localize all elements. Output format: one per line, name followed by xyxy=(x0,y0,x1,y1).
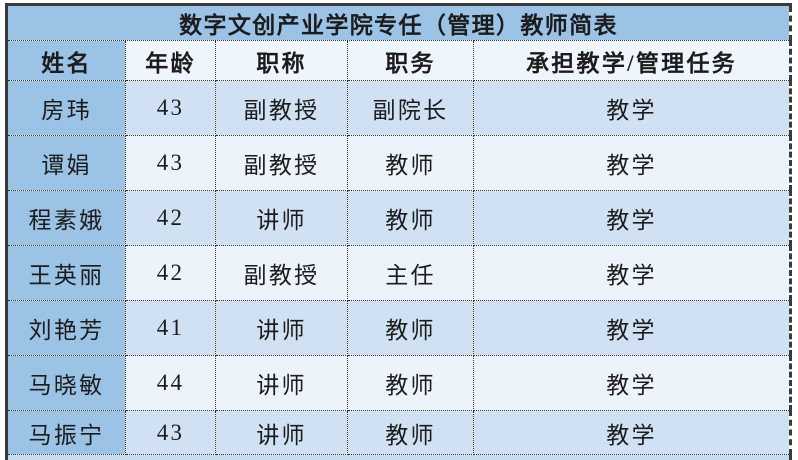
table-header-row: 姓名 年龄 职称 职务 承担教学/管理任务 xyxy=(6,40,791,81)
position-cell: 教师 xyxy=(347,135,474,191)
job-title-cell: 副教授 xyxy=(215,245,348,301)
age-cell: 42 xyxy=(125,190,216,246)
table-row: 马晓敏 44 讲师 教师 教学 xyxy=(6,355,791,411)
task-cell: 教学 xyxy=(473,80,791,136)
job-title-cell: 讲师 xyxy=(215,355,348,411)
task-cell: 教学 xyxy=(473,135,791,191)
task-cell: 教学 xyxy=(473,300,791,356)
task-cell: 教学 xyxy=(473,245,791,301)
job-title-cell: 讲师 xyxy=(215,300,348,356)
name-cell: 刘艳芳 xyxy=(6,300,126,356)
age-cell: 42 xyxy=(125,245,216,301)
column-header-age: 年龄 xyxy=(125,40,216,81)
column-header-job-title: 职称 xyxy=(215,40,348,81)
position-cell: 教师 xyxy=(347,410,474,455)
job-title-cell: 讲师 xyxy=(215,410,348,455)
column-header-position: 职务 xyxy=(347,40,474,81)
task-cell: 教学 xyxy=(473,410,791,455)
age-cell: 41 xyxy=(125,300,216,356)
position-cell: 教师 xyxy=(347,300,474,356)
name-cell: 谭娟 xyxy=(6,135,126,191)
name-cell: 马晓敏 xyxy=(6,355,126,411)
table-row: 程素娥 42 讲师 教师 教学 xyxy=(6,190,791,246)
name-cell: 房玮 xyxy=(6,80,126,136)
job-title-cell: 副教授 xyxy=(215,80,348,136)
age-cell: 44 xyxy=(125,355,216,411)
column-header-task: 承担教学/管理任务 xyxy=(473,40,791,81)
age-cell: 43 xyxy=(125,410,216,455)
teacher-roster-table: 数字文创产业学院专任（管理）教师简表 姓名 年龄 职称 职务 承担教学/管理任务… xyxy=(5,3,792,460)
name-cell: 程素娥 xyxy=(6,190,126,246)
table-title: 数字文创产业学院专任（管理）教师简表 xyxy=(6,4,791,41)
task-cell: 教学 xyxy=(473,190,791,246)
position-cell: 副院长 xyxy=(347,80,474,136)
position-cell: 教师 xyxy=(347,190,474,246)
table-row: 刘艳芳 41 讲师 教师 教学 xyxy=(6,300,791,356)
age-cell: 43 xyxy=(125,135,216,191)
job-title-cell: 讲师 xyxy=(215,190,348,246)
table-row: 王英丽 42 副教授 主任 教学 xyxy=(6,245,791,301)
position-cell: 教师 xyxy=(347,355,474,411)
table-bottom-strip xyxy=(6,454,791,460)
table-row: 谭娟 43 副教授 教师 教学 xyxy=(6,135,791,191)
table-row: 马振宁 43 讲师 教师 教学 xyxy=(6,410,791,455)
position-cell: 主任 xyxy=(347,245,474,301)
column-header-name: 姓名 xyxy=(6,40,126,81)
bottom-strip-cell xyxy=(6,454,791,460)
table-title-row: 数字文创产业学院专任（管理）教师简表 xyxy=(6,4,791,41)
job-title-cell: 副教授 xyxy=(215,135,348,191)
table-row: 房玮 43 副教授 副院长 教学 xyxy=(6,80,791,136)
name-cell: 王英丽 xyxy=(6,245,126,301)
name-cell: 马振宁 xyxy=(6,410,126,455)
task-cell: 教学 xyxy=(473,355,791,411)
age-cell: 43 xyxy=(125,80,216,136)
